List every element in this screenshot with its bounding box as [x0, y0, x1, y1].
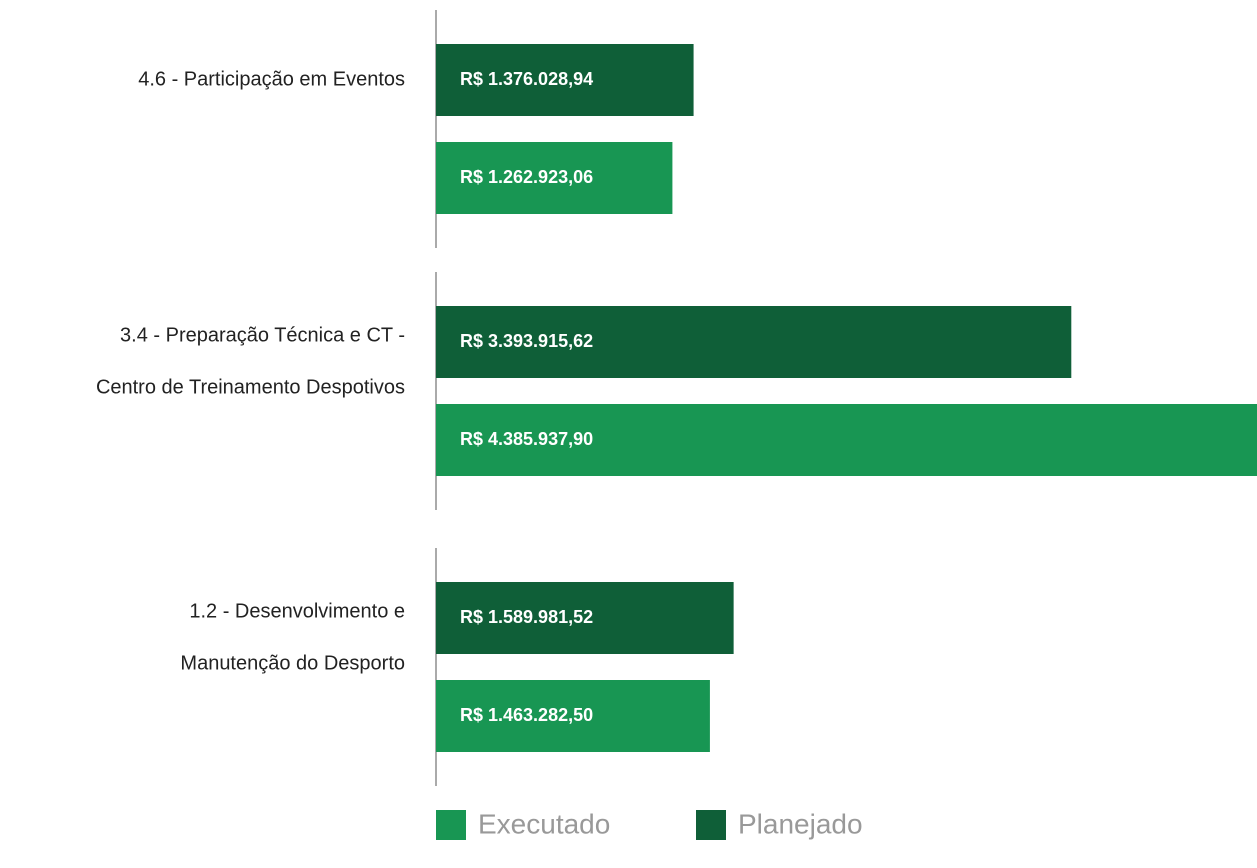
bar: [436, 44, 694, 116]
value-label: R$ 1.376.028,94: [460, 69, 593, 89]
bar: [436, 142, 673, 214]
value-label: R$ 4.385.937,90: [460, 429, 593, 449]
bar: [436, 404, 1257, 476]
category-label: 4.6 - Participação em Eventos: [138, 68, 405, 90]
legend-swatch: [696, 810, 726, 840]
legend-swatch: [436, 810, 466, 840]
legend-label: Planejado: [738, 808, 863, 839]
category-label: Manutenção do Desporto: [180, 652, 405, 674]
value-label: R$ 1.589.981,52: [460, 607, 593, 627]
value-label: R$ 3.393.915,62: [460, 331, 593, 351]
category-label: 1.2 - Desenvolvimento e: [189, 600, 405, 622]
bar: [436, 582, 734, 654]
legend-label: Executado: [478, 808, 610, 839]
bar: [436, 306, 1072, 378]
value-label: R$ 1.463.282,50: [460, 705, 593, 725]
value-label: R$ 1.262.923,06: [460, 167, 593, 187]
category-label: 3.4 - Preparação Técnica e CT -: [120, 324, 405, 346]
category-label: Centro de Treinamento Despotivos: [96, 376, 405, 398]
bar: [436, 680, 710, 752]
